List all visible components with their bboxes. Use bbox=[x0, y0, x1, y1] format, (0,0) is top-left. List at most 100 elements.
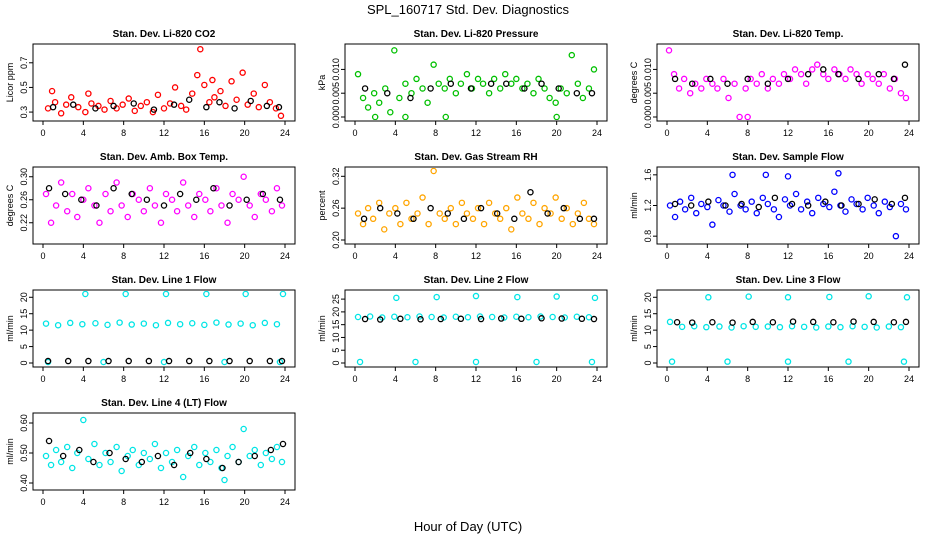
data-point-black bbox=[890, 75, 898, 83]
data-points bbox=[666, 293, 911, 365]
data-point bbox=[758, 70, 766, 78]
data-point-black bbox=[143, 196, 151, 203]
data-point-black bbox=[538, 315, 545, 322]
data-points bbox=[42, 173, 286, 226]
data-point-black bbox=[467, 85, 475, 92]
data-point bbox=[900, 358, 908, 365]
data-point-black bbox=[457, 315, 465, 323]
data-point bbox=[541, 204, 548, 212]
data-point-black bbox=[709, 319, 716, 326]
data-point-black bbox=[360, 215, 368, 223]
data-point bbox=[729, 171, 736, 179]
x-tick-label: 8 bbox=[433, 128, 438, 138]
x-tick-label: 16 bbox=[823, 251, 833, 261]
data-point-black bbox=[165, 357, 173, 365]
data-point-black bbox=[673, 319, 681, 326]
data-point bbox=[831, 66, 838, 73]
data-point bbox=[430, 61, 437, 68]
data-point bbox=[753, 209, 760, 217]
data-point-black bbox=[487, 80, 495, 87]
data-point-black bbox=[128, 190, 135, 198]
data-point bbox=[812, 324, 820, 331]
y-axis-label: degrees C bbox=[629, 61, 639, 103]
data-point-black bbox=[410, 215, 417, 223]
x-tick-label: 4 bbox=[393, 251, 398, 261]
panel-li-820-pressure: Stan. Dev. Li-820 Pressure 0 4 8 12 16 20 24 0.0… bbox=[317, 29, 608, 138]
data-point bbox=[151, 440, 159, 448]
data-point bbox=[129, 446, 136, 454]
data-point-black bbox=[93, 202, 100, 209]
data-point-black bbox=[44, 357, 52, 365]
data-point bbox=[791, 66, 799, 73]
x-tick-label: 24 bbox=[280, 251, 290, 261]
data-point bbox=[249, 321, 256, 329]
data-point bbox=[430, 168, 437, 175]
data-point bbox=[519, 210, 526, 217]
data-point bbox=[786, 75, 794, 83]
x-tick-label: 12 bbox=[783, 374, 793, 384]
data-point-black bbox=[275, 103, 283, 111]
x-tick-label: 12 bbox=[471, 251, 481, 261]
data-point bbox=[257, 190, 265, 198]
data-point bbox=[113, 179, 120, 186]
data-point bbox=[800, 323, 808, 331]
data-point bbox=[229, 443, 236, 451]
data-point-black bbox=[110, 102, 117, 110]
data-point bbox=[370, 89, 378, 97]
data-point-black bbox=[573, 89, 581, 97]
data-point bbox=[553, 293, 560, 300]
data-point bbox=[725, 94, 732, 102]
data-point bbox=[74, 213, 81, 221]
data-point bbox=[371, 113, 379, 120]
x-tick-label: 12 bbox=[783, 251, 793, 261]
data-point-black bbox=[231, 105, 238, 112]
data-point bbox=[135, 196, 143, 203]
data-point bbox=[825, 75, 832, 83]
x-tick-label: 20 bbox=[552, 251, 562, 261]
x-tick-label: 24 bbox=[904, 374, 914, 384]
data-point-black bbox=[822, 198, 829, 205]
data-point bbox=[107, 207, 114, 215]
data-point bbox=[125, 95, 132, 102]
panel-li-820-co2: Stan. Dev. Li-820 CO2 0 4 8 12 16 20 24 0.3 0.5 0.… bbox=[5, 29, 296, 138]
data-point bbox=[218, 202, 225, 209]
data-point bbox=[452, 89, 460, 97]
data-point bbox=[897, 89, 905, 97]
data-point-black bbox=[64, 357, 72, 365]
data-point bbox=[842, 75, 849, 83]
panel-sample-flow: Stan. Dev. Sample Flow 0 4 8 12 16 20 24 0.8 1.2 1… bbox=[629, 152, 920, 261]
data-point-black bbox=[70, 101, 77, 108]
data-point bbox=[42, 190, 50, 198]
x-tick-label: 8 bbox=[433, 251, 438, 261]
data-point bbox=[152, 321, 160, 329]
data-point bbox=[698, 200, 705, 208]
data-point bbox=[881, 198, 889, 205]
data-point bbox=[425, 220, 432, 228]
data-point-black bbox=[361, 85, 369, 92]
data-point bbox=[488, 313, 496, 321]
data-point bbox=[591, 294, 599, 302]
panel-title: Stan. Dev. Gas Stream RH bbox=[414, 152, 537, 163]
data-point bbox=[206, 98, 213, 106]
data-point bbox=[671, 213, 679, 221]
data-point bbox=[885, 323, 893, 330]
plot-frame bbox=[32, 43, 296, 122]
data-point bbox=[68, 464, 76, 472]
data-point bbox=[775, 213, 783, 221]
x-tick-label: 4 bbox=[393, 374, 398, 384]
data-point bbox=[164, 319, 172, 327]
plot-frame bbox=[344, 43, 608, 122]
data-point bbox=[67, 94, 75, 101]
data-point bbox=[403, 199, 410, 207]
x-tick-label: 16 bbox=[199, 251, 209, 261]
data-point bbox=[859, 206, 866, 213]
data-point-black bbox=[219, 464, 226, 472]
data-point bbox=[687, 194, 695, 202]
data-point bbox=[364, 204, 372, 212]
x-tick-label: 8 bbox=[745, 251, 750, 261]
data-point bbox=[92, 319, 99, 327]
data-point bbox=[703, 75, 710, 83]
x-tick-label: 0 bbox=[664, 374, 669, 384]
data-point bbox=[359, 94, 367, 102]
x-tick-label: 20 bbox=[240, 251, 250, 261]
